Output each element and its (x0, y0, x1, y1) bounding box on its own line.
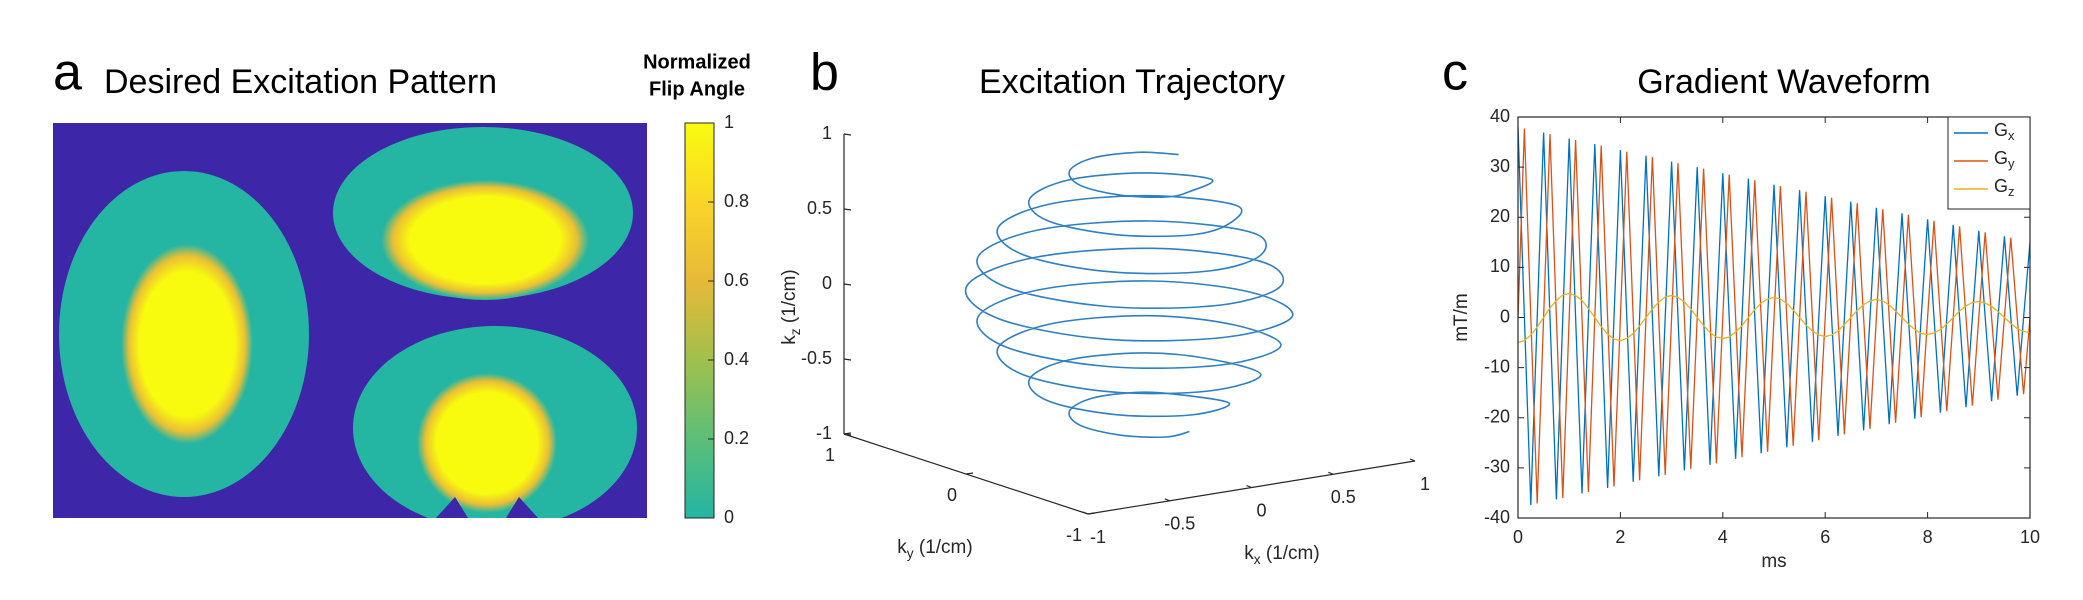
panel-label: b (810, 44, 839, 102)
panel-label: a (53, 44, 82, 102)
z-tick-label: 0.5 (807, 198, 832, 218)
colorbar-tick-label: 0.8 (724, 191, 749, 211)
z-tick (843, 358, 852, 361)
z-tick (843, 283, 852, 286)
trajectory (964, 151, 1294, 439)
x-axis-label: kx (1/cm) (1244, 543, 1319, 567)
background-notch (506, 497, 538, 518)
chart-title: Excitation Trajectory (979, 63, 1285, 101)
z-tick-label: 0 (822, 273, 832, 293)
z-tick-label: -1 (816, 423, 832, 443)
x-tick-label: -1 (1090, 527, 1106, 547)
y-tick-label: -1 (1066, 525, 1082, 545)
y-axis-label: mT/m (1451, 293, 1472, 342)
x-axis-label: ms (1761, 551, 1786, 572)
z-tick-label: -0.5 (801, 348, 832, 368)
colorbar (684, 122, 715, 519)
y-tick-label: 0 (1500, 306, 1510, 326)
x-tick-label: 0.5 (1331, 487, 1356, 507)
x-tick-label: 2 (1615, 527, 1625, 547)
x-tick (1164, 498, 1170, 502)
x-tick-label: 0 (1256, 500, 1266, 520)
y-tick-label: -20 (1484, 407, 1510, 427)
colorbar-tick-label: 0 (724, 507, 734, 527)
chart-title: Gradient Waveform (1637, 63, 1931, 101)
colorbar-tick-label: 0.6 (724, 270, 749, 290)
x-tick-label: -0.5 (1164, 514, 1195, 534)
target-region (381, 180, 589, 300)
y-tick-label: 0 (947, 485, 957, 505)
x-tick (1246, 484, 1252, 489)
colorbar-label: Normalized (643, 51, 751, 73)
y-tick-label: -30 (1484, 457, 1510, 477)
y-tick-label: 10 (1490, 256, 1510, 276)
y-tick (965, 472, 974, 475)
y-tick (843, 432, 852, 435)
target-region (121, 244, 253, 444)
y-tick-label: 1 (825, 445, 835, 465)
z-tick (843, 133, 852, 136)
background-notch (572, 284, 647, 340)
plot-area (1518, 127, 2030, 505)
x-tick (1328, 471, 1334, 475)
x-tick-label: 6 (1820, 527, 1830, 547)
y-tick-label: -10 (1484, 356, 1510, 376)
y-tick (1087, 512, 1096, 515)
z-tick (843, 208, 852, 211)
x-tick-label: 4 (1718, 527, 1728, 547)
colorbar-tick-label: 0.2 (724, 428, 749, 448)
y-tick-label: -40 (1484, 507, 1510, 527)
y-tick-label: 40 (1490, 106, 1510, 126)
x-tick (1082, 511, 1089, 515)
background-notch (436, 497, 468, 518)
y-tick-label: 30 (1490, 156, 1510, 176)
series-line (1518, 128, 2030, 504)
y-tick-label: 20 (1490, 206, 1510, 226)
chart-title: Desired Excitation Pattern (104, 63, 497, 101)
colorbar-label: Flip Angle (649, 78, 745, 100)
z-axis-label: kz (1/cm) (779, 269, 803, 344)
x-tick-label: 8 (1923, 527, 1933, 547)
x-tick-label: 1 (1420, 474, 1430, 494)
y-axis-label: ky (1/cm) (897, 537, 972, 561)
z-tick-label: 1 (822, 123, 832, 143)
series-line (1518, 292, 2030, 344)
x-tick (1409, 458, 1416, 462)
panel-label: c (1442, 44, 1468, 102)
target-region (417, 373, 557, 513)
heatmap (53, 123, 647, 518)
x-tick-label: 10 (2020, 527, 2040, 547)
series-line (1518, 127, 2030, 505)
colorbar-tick-label: 1 (724, 112, 734, 132)
legend-box (1947, 116, 2031, 210)
x-tick-label: 0 (1513, 527, 1523, 547)
colorbar-tick-label: 0.4 (724, 349, 749, 369)
